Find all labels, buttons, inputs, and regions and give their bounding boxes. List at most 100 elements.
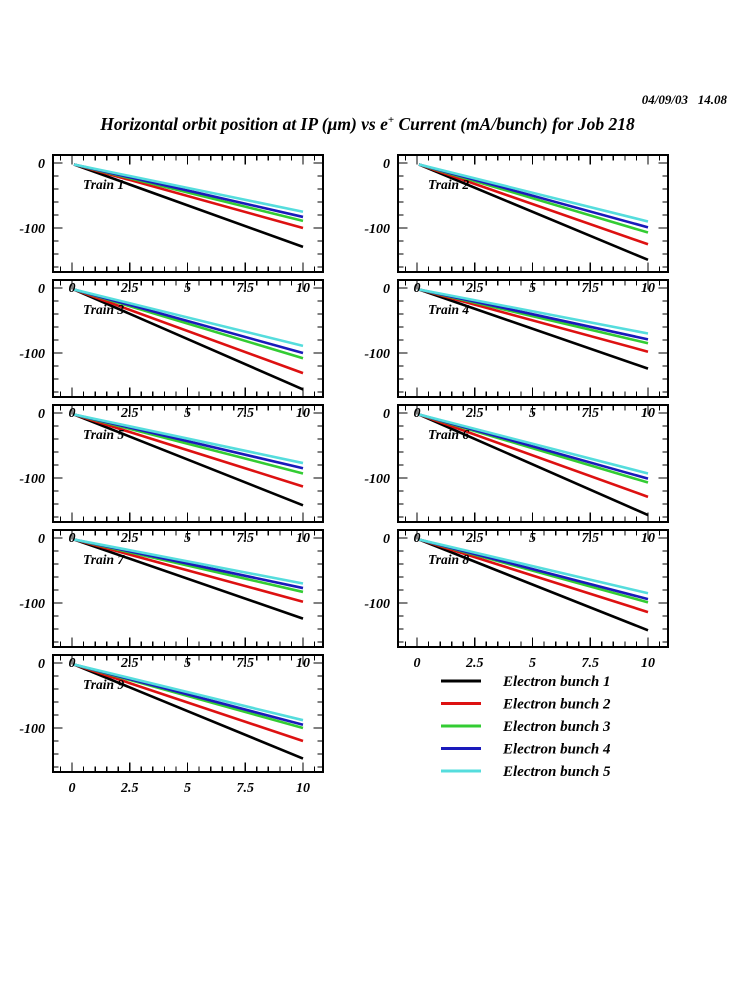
- train-3-electron-bunch-5-line: [73, 288, 304, 348]
- x-tick-label: 7.5: [237, 281, 255, 296]
- y-tick-label: 0: [38, 282, 45, 297]
- x-tick-label: 2.5: [465, 406, 484, 421]
- train-3-electron-bunch-2-line: [73, 288, 304, 375]
- x-tick-label: 10: [296, 781, 310, 796]
- train-6-electron-bunch-5-line: [418, 413, 649, 475]
- train-5-electron-bunch-2-line: [73, 413, 304, 488]
- train-7-label: Train 7: [83, 552, 125, 567]
- train-3-electron-bunch-1-line: [73, 288, 304, 391]
- y-tick-label: -100: [364, 472, 390, 487]
- train-9-label: Train 9: [83, 677, 124, 692]
- y-tick-label: 0: [383, 282, 390, 297]
- x-tick-label: 7.5: [582, 281, 600, 296]
- y-tick-label: -100: [19, 722, 45, 737]
- title-superscript: +: [387, 114, 395, 127]
- train-9-plot: Train 9: [52, 654, 324, 773]
- y-ticks: [54, 537, 322, 643]
- legend-label-electron-bunch-5: Electron bunch 5: [502, 764, 611, 780]
- x-tick-label: 2.5: [120, 531, 139, 546]
- y-tick-label: -100: [19, 597, 45, 612]
- x-tick-label: 0: [414, 406, 421, 421]
- x-tick-label: 5: [184, 406, 191, 421]
- train-4-electron-bunch-1-line: [418, 288, 649, 370]
- train-4-electron-bunch-5-line: [418, 288, 649, 335]
- train-1-electron-bunch-5-line: [73, 163, 304, 214]
- train-7-electron-bunch-2-line: [73, 538, 304, 603]
- x-tick-label: 5: [529, 406, 536, 421]
- x-ticks: [404, 156, 661, 271]
- x-ticks: [59, 156, 316, 271]
- x-tick-label: 2.5: [465, 281, 484, 296]
- plot-frame: [397, 404, 669, 523]
- train-5-plot: Train 5: [52, 404, 324, 523]
- plot-frame: [52, 154, 324, 273]
- x-ticks: [404, 281, 661, 396]
- plot-frame: [52, 529, 324, 648]
- x-tick-label: 7.5: [237, 781, 255, 796]
- y-ticks: [54, 412, 322, 518]
- plot-frame: [397, 279, 669, 398]
- y-tick-label: 0: [38, 532, 45, 547]
- train-2-label: Train 2: [428, 177, 469, 192]
- train-8-label: Train 8: [428, 552, 469, 567]
- train-1-electron-bunch-1-line: [73, 163, 304, 249]
- x-tick-label: 5: [529, 281, 536, 296]
- x-tick-label: 0: [414, 281, 421, 296]
- x-tick-label: 0: [69, 406, 76, 421]
- x-tick-label: 2.5: [465, 656, 484, 671]
- x-tick-label: 5: [184, 531, 191, 546]
- x-tick-label: 10: [296, 281, 310, 296]
- train-9-electron-bunch-2-line: [73, 663, 304, 743]
- x-ticks: [404, 531, 661, 646]
- x-tick-label: 0: [414, 531, 421, 546]
- y-tick-label: -100: [364, 222, 390, 237]
- x-tick-label: 10: [641, 531, 655, 546]
- x-ticks: [59, 531, 316, 646]
- train-8-electron-bunch-5-line: [418, 538, 649, 595]
- title-text: Horizontal orbit position at IP (μm) vs …: [100, 114, 388, 134]
- train-5-electron-bunch-1-line: [73, 413, 304, 507]
- plot-frame: [52, 279, 324, 398]
- y-tick-label: -100: [364, 597, 390, 612]
- x-tick-label: 2.5: [120, 781, 139, 796]
- figure-title: Horizontal orbit position at IP (μm) vs …: [0, 114, 735, 135]
- x-tick-label: 5: [529, 531, 536, 546]
- timestamp: 04/09/03 14.08: [641, 92, 727, 107]
- x-tick-label: 2.5: [120, 406, 139, 421]
- plot-frame: [52, 654, 324, 773]
- y-tick-label: 0: [38, 657, 45, 672]
- train-9-electron-bunch-1-line: [73, 663, 304, 760]
- x-tick-label: 2.5: [120, 656, 139, 671]
- train-9-electron-bunch-5-line: [73, 663, 304, 722]
- train-2-electron-bunch-1-line: [418, 163, 649, 262]
- x-tick-label: 10: [641, 406, 655, 421]
- plot-frame: [52, 404, 324, 523]
- y-tick-label: 0: [38, 157, 45, 172]
- y-ticks: [399, 162, 667, 268]
- train-5-electron-bunch-5-line: [73, 413, 304, 465]
- x-ticks: [59, 406, 316, 521]
- train-3-plot: Train 3: [52, 279, 324, 398]
- plot-frame: [397, 529, 669, 648]
- train-8-plot: Train 8: [397, 529, 669, 648]
- x-tick-label: 2.5: [465, 531, 484, 546]
- y-ticks: [54, 162, 322, 268]
- x-tick-label: 7.5: [582, 656, 600, 671]
- x-tick-label: 0: [414, 656, 421, 671]
- train-1-plot: Train 1: [52, 154, 324, 273]
- train-1-label: Train 1: [83, 177, 124, 192]
- y-ticks: [399, 537, 667, 643]
- train-7-plot: Train 7: [52, 529, 324, 648]
- x-tick-label: 7.5: [237, 656, 255, 671]
- y-tick-label: 0: [383, 157, 390, 172]
- train-6-plot: Train 6: [397, 404, 669, 523]
- y-ticks: [399, 412, 667, 518]
- x-tick-label: 7.5: [582, 531, 600, 546]
- x-tick-label: 10: [296, 406, 310, 421]
- x-tick-label: 0: [69, 656, 76, 671]
- train-6-electron-bunch-2-line: [418, 413, 649, 499]
- y-tick-label: -100: [364, 347, 390, 362]
- axis-labels-layer: 0 2.5 5 7.5 10 0 -100 0 2.5 5 7.5 10 0 -100 0 2.5 5 7.5 10…: [19, 157, 655, 796]
